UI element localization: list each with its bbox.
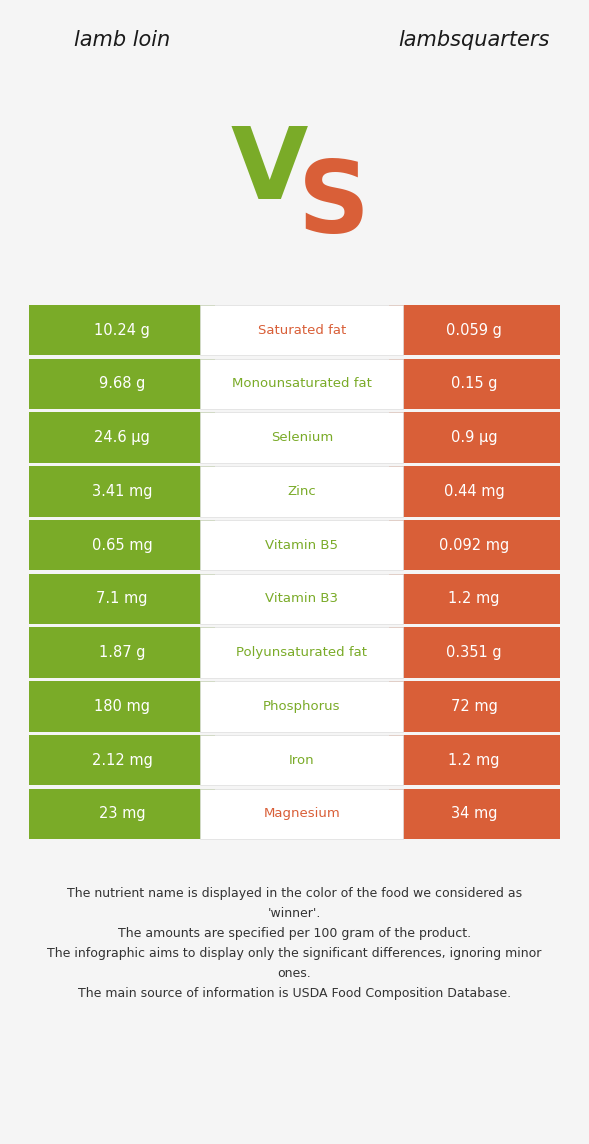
Bar xyxy=(389,467,560,517)
Text: 72 mg: 72 mg xyxy=(451,699,498,714)
Bar xyxy=(389,627,560,677)
Text: lambsquarters: lambsquarters xyxy=(398,30,550,50)
Text: 180 mg: 180 mg xyxy=(94,699,150,714)
Text: Monounsaturated fat: Monounsaturated fat xyxy=(232,378,372,390)
Bar xyxy=(200,789,403,840)
Text: The nutrient name is displayed in the color of the food we considered as
'winner: The nutrient name is displayed in the co… xyxy=(47,887,542,1000)
Text: 3.41 mg: 3.41 mg xyxy=(92,484,153,499)
Text: 34 mg: 34 mg xyxy=(451,807,497,821)
Bar xyxy=(29,627,215,677)
Bar xyxy=(29,682,215,732)
Bar xyxy=(200,467,403,517)
Text: Selenium: Selenium xyxy=(271,431,333,444)
Bar xyxy=(29,467,215,517)
Text: S: S xyxy=(298,158,370,254)
Bar xyxy=(29,521,215,571)
Text: Polyunsaturated fat: Polyunsaturated fat xyxy=(236,646,368,659)
Text: 9.68 g: 9.68 g xyxy=(99,376,145,391)
Bar xyxy=(389,521,560,571)
Text: Phosphorus: Phosphorus xyxy=(263,700,340,713)
Bar xyxy=(29,789,215,840)
Text: 0.15 g: 0.15 g xyxy=(451,376,497,391)
Text: Magnesium: Magnesium xyxy=(263,808,340,820)
Text: Vitamin B3: Vitamin B3 xyxy=(266,593,338,605)
Bar xyxy=(200,734,403,785)
Text: lamb loin: lamb loin xyxy=(74,30,170,50)
Bar xyxy=(389,682,560,732)
Bar xyxy=(29,413,215,463)
Text: 0.351 g: 0.351 g xyxy=(446,645,502,660)
Bar xyxy=(389,574,560,625)
Bar xyxy=(389,413,560,463)
Text: 0.059 g: 0.059 g xyxy=(446,323,502,337)
Bar xyxy=(389,359,560,410)
Bar xyxy=(29,574,215,625)
Bar xyxy=(200,413,403,463)
Text: 0.092 mg: 0.092 mg xyxy=(439,538,509,553)
Text: Zinc: Zinc xyxy=(287,485,316,498)
Bar xyxy=(200,305,403,356)
Text: 7.1 mg: 7.1 mg xyxy=(97,591,148,606)
Bar xyxy=(200,574,403,625)
Bar xyxy=(29,305,215,356)
Text: 23 mg: 23 mg xyxy=(99,807,145,821)
Bar xyxy=(389,789,560,840)
Text: 1.2 mg: 1.2 mg xyxy=(448,753,500,768)
Text: Iron: Iron xyxy=(289,754,315,766)
Text: Saturated fat: Saturated fat xyxy=(258,324,346,336)
Bar xyxy=(200,359,403,410)
Text: 0.65 mg: 0.65 mg xyxy=(92,538,153,553)
Text: V: V xyxy=(231,124,308,220)
Text: 0.9 μg: 0.9 μg xyxy=(451,430,498,445)
Text: 2.12 mg: 2.12 mg xyxy=(92,753,153,768)
Bar xyxy=(200,682,403,732)
Bar xyxy=(200,627,403,677)
Text: 0.44 mg: 0.44 mg xyxy=(444,484,505,499)
Text: 1.87 g: 1.87 g xyxy=(99,645,145,660)
Text: 1.2 mg: 1.2 mg xyxy=(448,591,500,606)
Bar xyxy=(389,734,560,785)
Text: 10.24 g: 10.24 g xyxy=(94,323,150,337)
Bar xyxy=(29,359,215,410)
Bar xyxy=(389,305,560,356)
Bar xyxy=(29,734,215,785)
Bar xyxy=(200,521,403,571)
Text: 24.6 μg: 24.6 μg xyxy=(94,430,150,445)
Text: Vitamin B5: Vitamin B5 xyxy=(266,539,338,551)
